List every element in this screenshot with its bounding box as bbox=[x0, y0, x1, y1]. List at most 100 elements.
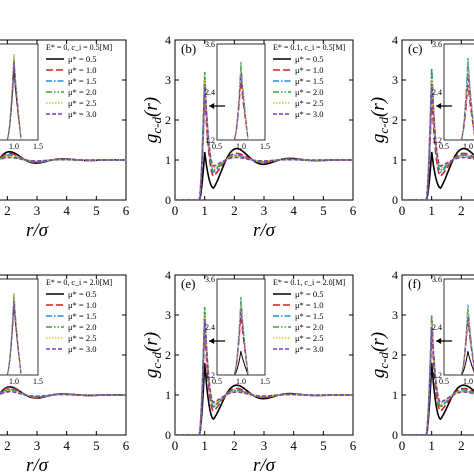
inset-y-tick-label: 3.6 bbox=[432, 40, 442, 49]
inset-y-tick-label: 2.4 bbox=[432, 88, 442, 97]
x-tick-label: 2 bbox=[458, 438, 465, 453]
series-line bbox=[175, 147, 353, 200]
inset-y-tick-label: 1.2 bbox=[432, 136, 442, 145]
panel-label: (b) bbox=[181, 41, 196, 56]
legend-label: μ* = 1.5 bbox=[295, 311, 323, 321]
x-tick-label: 6 bbox=[350, 203, 357, 218]
inset-frame bbox=[216, 43, 266, 141]
legend-label: μ* = 2.0 bbox=[295, 87, 323, 97]
inset-series-line bbox=[233, 308, 249, 375]
y-tick-label: 0 bbox=[165, 428, 171, 442]
inset-series-line bbox=[6, 61, 22, 140]
inset-series-line bbox=[233, 350, 249, 375]
series-line bbox=[402, 322, 474, 435]
series-line bbox=[402, 362, 474, 435]
y-tick-label: 2 bbox=[392, 113, 398, 127]
legend-header: E* = 0, c_i = 2.0[M] bbox=[46, 278, 112, 287]
y-tick-label: 1 bbox=[165, 153, 171, 167]
arrow-head bbox=[209, 338, 215, 344]
inset-y-tick-label: 2.4 bbox=[205, 323, 215, 332]
inset-series-line bbox=[233, 69, 249, 140]
x-tick-label: 5 bbox=[320, 438, 327, 453]
inset-x-tick-label: 0.5 bbox=[439, 142, 449, 151]
series-line bbox=[175, 75, 353, 200]
x-tick-label: 6 bbox=[350, 438, 357, 453]
y-tick-label: 4 bbox=[392, 268, 398, 282]
x-tick-label: 1 bbox=[428, 438, 435, 453]
y-tick-label: 2 bbox=[165, 113, 171, 127]
x-axis-label: r/σ bbox=[26, 220, 49, 241]
x-tick-label: 1 bbox=[201, 438, 208, 453]
legend-label: μ* = 3.0 bbox=[295, 344, 323, 354]
inset-y-tick-label: 1.2 bbox=[205, 136, 215, 145]
inset-y-tick-label: 3.6 bbox=[432, 275, 442, 284]
inset-y-tick-label: 3.6 bbox=[205, 275, 215, 284]
legend-label: μ* = 0.5 bbox=[68, 289, 96, 299]
legend-header: E* = 0.1, c_i = 2.0[M] bbox=[273, 278, 345, 287]
x-tick-label: 0 bbox=[172, 438, 179, 453]
x-tick-label: 2 bbox=[231, 203, 238, 218]
x-tick-label: 3 bbox=[261, 438, 268, 453]
legend-label: μ* = 3.0 bbox=[295, 109, 323, 119]
x-tick-label: 1 bbox=[201, 203, 208, 218]
inset-x-tick-label: 1.0 bbox=[463, 377, 473, 386]
x-axis-label: r/σ bbox=[253, 455, 276, 474]
inset-series-line bbox=[233, 304, 249, 375]
x-tick-label: 1 bbox=[428, 203, 435, 218]
x-tick-label: 4 bbox=[290, 203, 297, 218]
x-tick-label: 6 bbox=[123, 203, 130, 218]
inset-y-tick-label: 2.4 bbox=[205, 88, 215, 97]
x-tick-label: 4 bbox=[63, 438, 70, 453]
y-axis-label: gc-d(r) bbox=[368, 97, 391, 143]
legend-label: μ* = 3.0 bbox=[68, 344, 96, 354]
legend-label: μ* = 1.0 bbox=[68, 65, 96, 75]
legend-label: μ* = 2.5 bbox=[295, 98, 323, 108]
x-tick-label: 0 bbox=[172, 203, 179, 218]
inset-x-tick-label: 1.0 bbox=[463, 142, 473, 151]
x-tick-label: 4 bbox=[290, 438, 297, 453]
y-tick-label: 4 bbox=[165, 33, 171, 47]
x-tick-label: 2 bbox=[231, 438, 238, 453]
inset-series-line bbox=[460, 316, 474, 375]
y-tick-label: 0 bbox=[392, 428, 398, 442]
x-tick-label: 0 bbox=[399, 203, 406, 218]
inset-x-tick-label: 1.0 bbox=[236, 142, 246, 151]
legend-label: μ* = 0.5 bbox=[68, 54, 96, 64]
series-line bbox=[402, 147, 474, 200]
series-line bbox=[175, 71, 353, 200]
inset-series-line bbox=[460, 69, 474, 140]
x-tick-label: 3 bbox=[261, 203, 268, 218]
y-tick-label: 4 bbox=[392, 33, 398, 47]
y-axis-label: gc-d(r) bbox=[141, 97, 164, 143]
x-axis-label: r/σ bbox=[26, 455, 49, 474]
inset-series-line bbox=[460, 350, 474, 375]
series-line bbox=[175, 79, 353, 200]
y-tick-label: 3 bbox=[392, 308, 398, 322]
legend-label: μ* = 2.5 bbox=[68, 333, 96, 343]
inset-series-line bbox=[6, 300, 22, 375]
legend-label: μ* = 2.5 bbox=[68, 98, 96, 108]
inset-y-tick-label: 2.4 bbox=[432, 323, 442, 332]
inset-y-tick-label: 1.2 bbox=[432, 371, 442, 380]
legend-label: μ* = 1.5 bbox=[68, 76, 96, 86]
chart-panel: 0 1 2 3 4 5 6 1.2 2.4 3.6 0.5 1.0 1.5 (b) E* = 0.1, c_… bbox=[141, 33, 357, 241]
inset-x-tick-label: 1.0 bbox=[9, 142, 19, 151]
inset-series-line bbox=[460, 61, 474, 140]
x-tick-label: 4 bbox=[63, 203, 70, 218]
x-tick-label: 5 bbox=[93, 438, 100, 453]
series-line bbox=[0, 155, 126, 163]
legend-label: μ* = 0.5 bbox=[295, 289, 323, 299]
inset-series-line bbox=[233, 61, 249, 140]
series-line bbox=[402, 83, 474, 200]
legend-header: E* = 0.1, c_i = 0.5[M] bbox=[273, 43, 345, 52]
inset-y-tick-label: 1.2 bbox=[205, 371, 215, 380]
series-line bbox=[175, 83, 353, 200]
arrow-head bbox=[436, 338, 442, 344]
y-tick-label: 1 bbox=[165, 388, 171, 402]
chart-panel: 0 1 2 3 4 5 6 1.2 2.4 3.6 0.5 1.0 1.5 (e) E* = 0.1, c_… bbox=[141, 268, 357, 474]
y-axis-label: gc-d(r) bbox=[368, 332, 391, 378]
y-tick-label: 0 bbox=[392, 193, 398, 207]
